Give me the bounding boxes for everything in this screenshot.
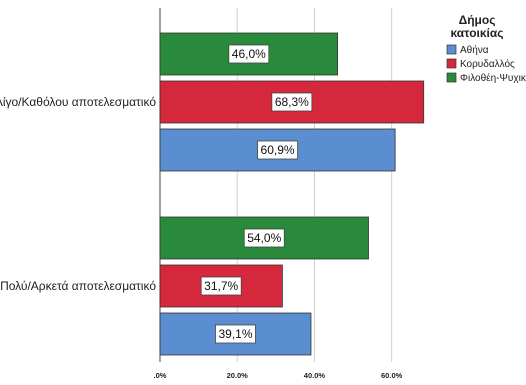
legend-swatch xyxy=(446,72,457,83)
x-tick-label: 60.0% xyxy=(381,371,403,380)
x-tick-label: .0% xyxy=(154,371,167,380)
data-label-box xyxy=(257,140,298,160)
data-label: 68,3% xyxy=(275,95,309,109)
legend-entry: Αθήνα xyxy=(460,44,489,56)
data-label: 46,0% xyxy=(232,47,266,61)
data-label-box xyxy=(243,228,285,248)
x-tick-label: 20.0% xyxy=(227,371,249,380)
data-label-box xyxy=(215,324,256,344)
category-label: Πολύ/Αρκετά αποτελεσματικό xyxy=(0,279,156,293)
legend-title: Δήμος xyxy=(459,13,496,27)
legend-swatch xyxy=(446,44,457,55)
data-label: 60,9% xyxy=(261,143,295,157)
data-label: 54,0% xyxy=(247,231,281,245)
data-label: 31,7% xyxy=(204,279,238,293)
legend-title: κατοικίας xyxy=(451,26,504,40)
category-label: Λίγο/Καθόλου αποτελεσματικό xyxy=(0,95,156,109)
legend-swatch xyxy=(446,58,457,69)
legend-entry: Φιλοθέη-Ψυχικό xyxy=(460,72,526,84)
data-label-box xyxy=(228,44,270,64)
data-label-box xyxy=(271,92,313,112)
bars: 46,0% 68,3% 60,9% 54,0% 31,7% 39,1% xyxy=(159,32,425,356)
legend-entry: Κορυδαλλός xyxy=(460,58,515,70)
x-axis-ticks: .0% 20.0% 40.0% 60.0% xyxy=(154,371,403,380)
data-label: 39,1% xyxy=(218,327,252,341)
data-label-box xyxy=(200,276,242,296)
category-labels: Λίγο/Καθόλου αποτελεσματικό Πολύ/Αρκετά α… xyxy=(0,95,156,293)
x-tick-label: 40.0% xyxy=(304,371,326,380)
